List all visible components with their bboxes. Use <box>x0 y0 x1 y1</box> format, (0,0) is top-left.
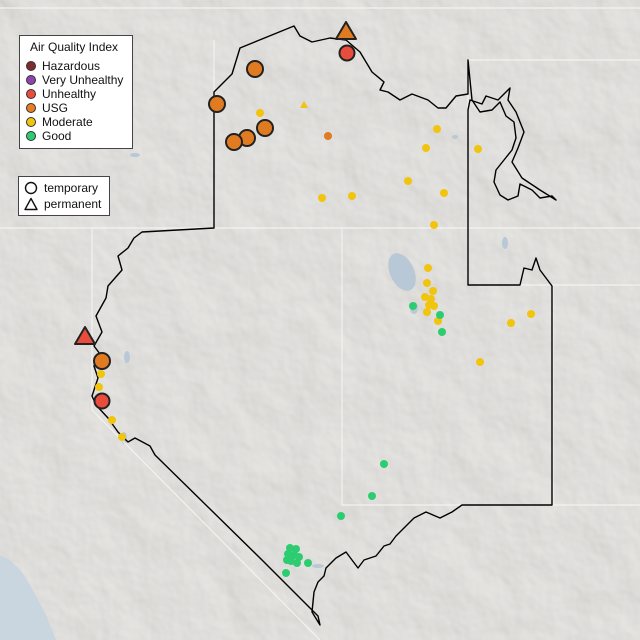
temporary-monitor-usg[interactable] <box>246 60 264 78</box>
usg-swatch-icon <box>26 103 36 113</box>
legend-item-usg: USG <box>26 101 68 115</box>
legend-item-label: USG <box>42 101 69 115</box>
region-outline <box>91 25 557 626</box>
very-unhealthy-swatch-icon <box>26 75 36 85</box>
monitor-dot-moderate[interactable] <box>422 144 430 152</box>
monitor-dot-moderate[interactable] <box>256 109 264 117</box>
monitor-dot-good[interactable] <box>284 550 292 558</box>
monitor-dot-moderate[interactable] <box>430 302 438 310</box>
pacific-ocean <box>0 555 56 640</box>
temporary-monitor-usg[interactable] <box>93 352 111 370</box>
monitor-dot-good[interactable] <box>304 559 312 567</box>
monitor-dot-moderate[interactable] <box>433 125 441 133</box>
monitor-dot-moderate[interactable] <box>476 358 484 366</box>
monitor-dot-moderate[interactable] <box>474 145 482 153</box>
monitor-dot-good[interactable] <box>283 556 291 564</box>
monitor-dot-moderate[interactable] <box>95 383 103 391</box>
temporary-monitors <box>93 44 356 410</box>
small-monitors <box>95 101 535 577</box>
legend-item-good: Good <box>26 129 71 143</box>
monitor-dot-good[interactable] <box>436 311 444 319</box>
monitor-dot-moderate[interactable] <box>527 310 535 318</box>
moderate-swatch-icon <box>26 117 36 127</box>
monitor-dot-good[interactable] <box>380 460 388 468</box>
monitor-dot-good[interactable] <box>438 328 446 336</box>
monitor-dot-good[interactable] <box>282 569 290 577</box>
unhealthy-swatch-icon <box>26 89 36 99</box>
monitor-dot-moderate[interactable] <box>404 177 412 185</box>
monitor-dot-moderate[interactable] <box>423 308 431 316</box>
circle-icon <box>24 181 38 195</box>
temporary-monitor-usg[interactable] <box>225 133 243 151</box>
pyramid-lake <box>124 351 130 363</box>
legend-item-permanent: permanent <box>24 196 101 212</box>
good-swatch-icon <box>26 131 36 141</box>
monitor-dot-moderate[interactable] <box>108 416 116 424</box>
monitor-dot-moderate[interactable] <box>429 287 437 295</box>
legend-item-unhealthy: Unhealthy <box>26 87 96 101</box>
permanent-label: permanent <box>44 197 102 211</box>
legend-item-label: Very Unhealthy <box>42 73 124 87</box>
legend-item-label: Moderate <box>42 115 93 129</box>
american-falls-reservoir <box>452 135 458 139</box>
permanent-monitor-usg[interactable] <box>335 21 357 40</box>
temporary-monitor-usg[interactable] <box>256 119 274 137</box>
legend-item-label: Hazardous <box>42 59 101 73</box>
monitor-dot-good[interactable] <box>368 492 376 500</box>
triangle-icon <box>24 197 38 211</box>
monitor-dot-good[interactable] <box>293 559 301 567</box>
monitor-dot-moderate[interactable] <box>423 279 431 287</box>
monitor-type-legend: temporary permanent <box>18 176 110 216</box>
legend-item-label: Good <box>42 129 72 143</box>
legend-item-very-unhealthy: Very Unhealthy <box>26 73 123 87</box>
legend-item-hazardous: Hazardous <box>26 59 100 73</box>
legend-item-moderate: Moderate <box>26 115 93 129</box>
lake-mcdonald <box>130 153 140 157</box>
aqi-legend: Air Quality Index Hazardous Very Unhealt… <box>19 35 133 149</box>
great-salt-lake <box>388 253 416 291</box>
temporary-monitor-usg[interactable] <box>208 95 226 113</box>
monitor-dot-moderate[interactable] <box>424 264 432 272</box>
permanent-monitors <box>74 21 357 345</box>
monitor-dot-good[interactable] <box>409 302 417 310</box>
california-border <box>91 228 321 640</box>
hazardous-swatch-icon <box>26 61 36 71</box>
temporary-monitor-unhealthy[interactable] <box>93 392 111 410</box>
monitor-dot-moderate[interactable] <box>507 319 515 327</box>
monitor-dot-good[interactable] <box>337 512 345 520</box>
legend-item-label: Unhealthy <box>42 87 97 101</box>
monitor-dot-moderate[interactable] <box>348 192 356 200</box>
monitor-dot-moderate[interactable] <box>440 189 448 197</box>
temporary-label: temporary <box>44 181 99 195</box>
monitor-dot-moderate[interactable] <box>318 194 326 202</box>
lake-mead <box>312 564 324 568</box>
monitor-dot-usg[interactable] <box>324 132 332 140</box>
bear-lake <box>502 237 508 249</box>
legend-item-temporary: temporary <box>24 180 98 196</box>
permanent-monitor-unhealthy[interactable] <box>74 326 96 345</box>
monitor-triangle-moderate[interactable] <box>300 101 308 108</box>
monitor-dot-moderate[interactable] <box>97 370 105 378</box>
aqi-legend-title: Air Quality Index <box>30 40 119 54</box>
monitor-dot-moderate[interactable] <box>118 433 126 441</box>
monitor-dot-moderate[interactable] <box>430 221 438 229</box>
temporary-monitor-unhealthy[interactable] <box>338 44 356 62</box>
